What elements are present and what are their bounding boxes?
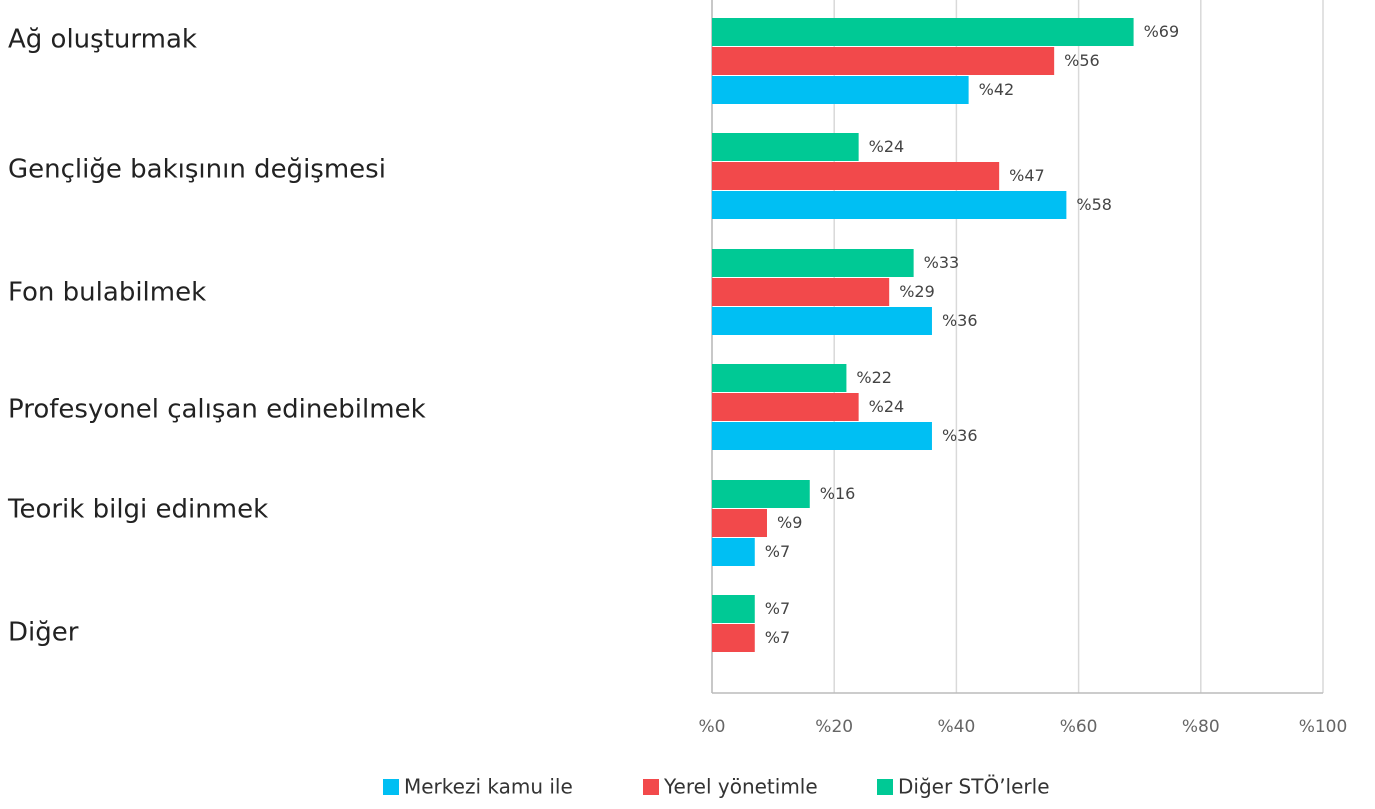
data-label: %42 [979, 80, 1015, 99]
bar [712, 278, 890, 306]
bar [712, 191, 1067, 219]
data-label: %56 [1064, 51, 1100, 70]
bar [712, 393, 859, 421]
data-label: %47 [1009, 166, 1045, 185]
legend-label: Merkezi kamu ile [404, 775, 573, 799]
legend-swatch [643, 779, 659, 795]
x-tick-label: %0 [699, 717, 726, 737]
data-label: %7 [765, 542, 790, 561]
category-label: Ağ oluşturmak [8, 25, 197, 55]
legend-label: Yerel yönetimle [663, 775, 818, 799]
data-label: %22 [856, 368, 892, 387]
category-label: Gençliğe bakışının değişmesi [8, 155, 386, 185]
bar [712, 162, 1000, 190]
x-tick-label: %100 [1299, 717, 1348, 737]
bar [712, 18, 1134, 46]
x-tick-label: %80 [1182, 717, 1220, 737]
legend-swatch [877, 779, 893, 795]
category-label: Fon bulabilmek [8, 278, 206, 308]
category-label: Profesyonel çalışan edinebilmek [8, 395, 426, 425]
bar [712, 595, 755, 623]
bar [712, 480, 810, 508]
legend-swatch [383, 779, 399, 795]
bar [712, 624, 755, 652]
data-label: %24 [869, 397, 905, 416]
category-label: Teorik bilgi edinmek [7, 495, 268, 525]
bar [712, 422, 932, 450]
bar [712, 538, 755, 566]
x-tick-label: %40 [938, 717, 976, 737]
bar [712, 249, 914, 277]
data-label: %24 [869, 137, 905, 156]
bar [712, 76, 969, 104]
bar [712, 133, 859, 161]
category-label: Diğer [8, 618, 79, 648]
data-label: %9 [777, 513, 802, 532]
data-label: %36 [942, 311, 978, 330]
x-tick-label: %20 [815, 717, 853, 737]
data-label: %7 [765, 628, 790, 647]
bar [712, 307, 932, 335]
x-tick-label: %60 [1060, 717, 1098, 737]
bar [712, 509, 767, 537]
bar [712, 47, 1055, 75]
data-label: %16 [820, 484, 856, 503]
data-label: %69 [1144, 22, 1180, 41]
data-label: %33 [924, 253, 960, 272]
data-label: %58 [1076, 195, 1112, 214]
data-label: %29 [899, 282, 935, 301]
legend-label: Diğer STÖ’lerle [898, 775, 1050, 799]
bar [712, 364, 847, 392]
data-label: %36 [942, 426, 978, 445]
data-label: %7 [765, 599, 790, 618]
